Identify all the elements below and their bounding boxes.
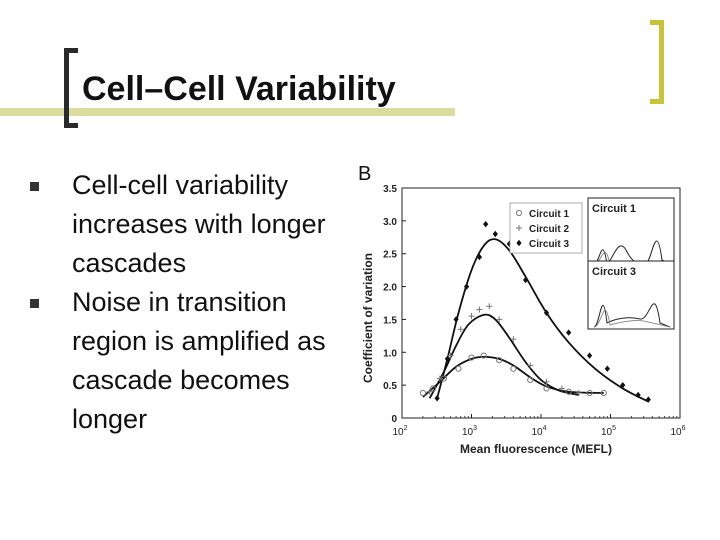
circuit3-point	[566, 329, 572, 336]
circuit1-point	[600, 389, 607, 397]
circuit3-point	[522, 276, 529, 284]
circuit2-point	[468, 313, 475, 320]
circuit2-point	[527, 362, 534, 369]
y-tick-label: 2.0	[383, 283, 397, 294]
circuit2-point	[447, 352, 454, 359]
y-tick-label: 2.5	[383, 250, 397, 261]
circuit1-point	[455, 365, 462, 372]
circuit1-point	[586, 389, 593, 397]
title-bracket-right	[650, 20, 664, 104]
circuit3-point	[483, 220, 489, 228]
histogram-trace	[593, 303, 671, 328]
title-accent-bar	[0, 108, 455, 116]
circuit3-point	[434, 395, 440, 402]
y-axis-label: Coefficient of variation	[361, 253, 375, 383]
circuit2-point	[516, 225, 522, 231]
circuit3-point	[645, 396, 651, 403]
circuit2-point	[575, 390, 582, 397]
y-tick-label: 1.0	[383, 348, 397, 359]
y-tick-label: 3.0	[383, 217, 397, 228]
x-tick-label: 102	[392, 425, 407, 438]
circuit2-point	[558, 385, 565, 392]
bullet-item: Cell-cell variability increases with lon…	[30, 166, 350, 283]
circuit3-point	[620, 381, 626, 389]
circuit2-point	[510, 336, 517, 343]
x-axis-label: Mean fluorescence (MEFL)	[460, 442, 612, 456]
cv-figure: B 0 0.5 1.0 1.5 2.0 2.5 3.0 3.5 102 103 104 105 106…	[352, 158, 690, 463]
bullet-list: Cell-cell variability increases with lon…	[30, 166, 350, 439]
circuit3-point	[604, 365, 610, 372]
x-tick-label: 103	[462, 425, 477, 438]
circuit1-point	[510, 365, 517, 372]
circuit1-point	[468, 354, 475, 361]
slide-title: Cell–Cell Variability	[82, 70, 396, 108]
fit-curve-2	[428, 313, 580, 399]
legend-label: Circuit 1	[529, 209, 569, 220]
y-tick-label: 0	[391, 414, 397, 425]
circuit3-point	[635, 391, 641, 399]
x-tick-label: 105	[601, 425, 616, 438]
bullet-text: Noise in transition region is amplified …	[72, 287, 326, 434]
circuit1-point	[543, 385, 550, 392]
circuit2-point	[486, 303, 493, 310]
bullet-square-icon	[30, 182, 39, 191]
circuit3-point	[516, 239, 522, 247]
circuit2-point	[476, 306, 483, 313]
fit-curve-1	[422, 355, 604, 398]
circuit1-point	[496, 357, 503, 364]
histogram-trace	[593, 240, 671, 265]
circuit2-point	[457, 326, 464, 333]
legend-label: Circuit 3	[529, 239, 569, 250]
bullet-text: Cell-cell variability increases with lon…	[72, 170, 326, 278]
inset-label: Circuit 1	[592, 203, 636, 215]
circuit1-point	[565, 388, 572, 395]
title-bracket-left	[64, 48, 78, 128]
cv-chart: B 0 0.5 1.0 1.5 2.0 2.5 3.0 3.5 102 103 104 105 106…	[358, 163, 686, 456]
legend-label: Circuit 2	[529, 224, 569, 235]
circuit2-point	[543, 378, 550, 385]
y-tick-label: 0.5	[383, 381, 397, 392]
y-tick-label: 1.5	[383, 315, 397, 326]
fit-curve-3	[436, 238, 649, 403]
circuit3-point	[492, 230, 498, 238]
x-tick-label: 106	[670, 425, 685, 438]
circuit2-point	[436, 375, 443, 382]
bullet-square-icon	[30, 299, 39, 308]
y-tick-label: 3.5	[383, 184, 397, 195]
histogram-trace-secondary	[593, 310, 671, 328]
inset-label: Circuit 3	[592, 266, 636, 278]
circuit1-point	[527, 376, 534, 383]
circuit1-point	[480, 352, 487, 359]
circuit2-point	[426, 388, 433, 395]
circuit3-point	[586, 352, 593, 359]
circuit1-point	[515, 209, 523, 217]
circuit1-point	[419, 389, 427, 397]
circuit1-point	[429, 385, 437, 392]
bullet-item: Noise in transition region is amplified …	[30, 283, 350, 439]
panel-label: B	[358, 163, 371, 185]
x-tick-label: 104	[531, 425, 546, 438]
circuit2-point	[496, 316, 503, 323]
